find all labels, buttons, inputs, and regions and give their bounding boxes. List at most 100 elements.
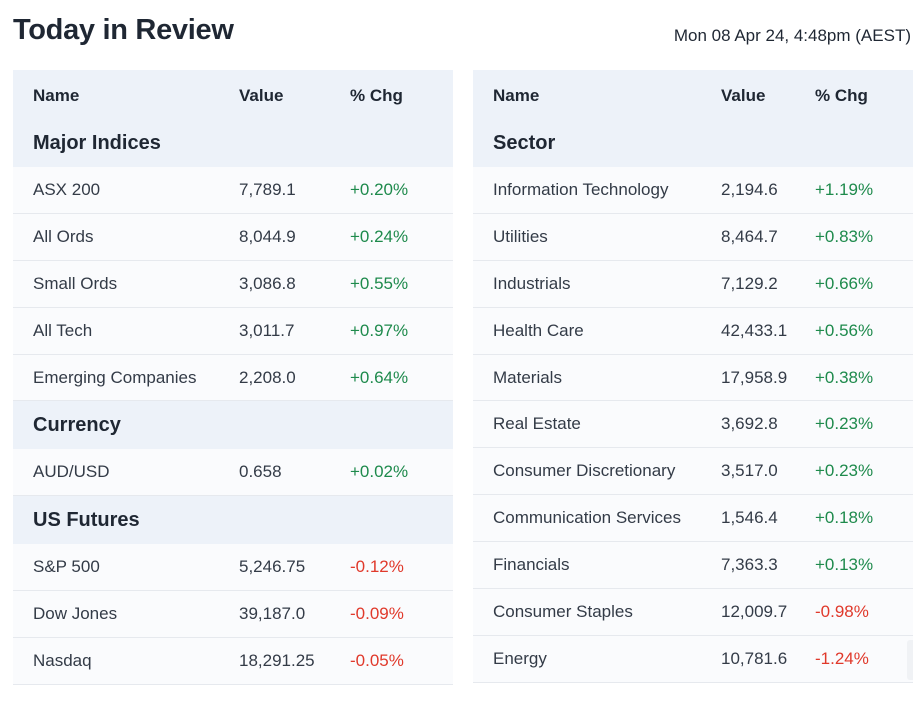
column-header-name[interactable]: Name (493, 85, 540, 105)
row-change: +0.56% (815, 320, 874, 340)
row-name[interactable]: Financials (493, 555, 570, 575)
row-name[interactable]: Nasdaq (33, 651, 92, 671)
row-value: 8,044.9 (239, 226, 296, 246)
scrollbar[interactable] (907, 640, 913, 680)
row-change: +0.23% (815, 461, 874, 481)
row-value: 0.658 (239, 462, 282, 482)
row-value: 3,692.8 (721, 414, 778, 434)
section-major-indices: Major Indices (13, 119, 453, 167)
column-header-value[interactable]: Value (721, 85, 766, 105)
row-value: 2,194.6 (721, 179, 778, 199)
row-change: -0.98% (815, 601, 869, 621)
row-value: 5,246.75 (239, 557, 306, 577)
row-change: +0.64% (350, 367, 409, 387)
row-change: -0.05% (350, 651, 404, 671)
row-name[interactable]: Consumer Discretionary (493, 461, 676, 481)
table-row[interactable]: Dow Jones 39,187.0 -0.09% (13, 591, 453, 639)
row-value: 17,958.9 (721, 367, 788, 387)
row-name[interactable]: Energy (493, 648, 547, 668)
row-change: +0.02% (350, 462, 409, 482)
section-us-futures: US Futures (13, 496, 453, 545)
row-name[interactable]: Dow Jones (33, 604, 118, 624)
section-title: Sector (493, 131, 556, 154)
row-name[interactable]: Small Ords (33, 273, 118, 293)
table-row[interactable]: Consumer Discretionary 3,517.0 +0.23% (473, 448, 913, 496)
section-title: US Futures (33, 508, 140, 531)
market-table-left: Name Value % Chg Major Indices ASX 200 7… (13, 70, 453, 686)
table-row[interactable]: Utilities 8,464.7 +0.83% (473, 213, 913, 261)
table-row[interactable]: Real Estate 3,692.8 +0.23% (473, 401, 913, 449)
table-row[interactable]: Emerging Companies 2,208.0 +0.64% (13, 354, 453, 402)
row-value: 3,011.7 (239, 320, 295, 340)
row-value: 8,464.7 (721, 226, 778, 246)
row-value: 42,433.1 (721, 320, 788, 340)
row-change: +0.83% (815, 226, 874, 246)
page-title: Today in Review (13, 14, 234, 46)
row-change: -1.24% (815, 648, 869, 668)
row-change: +1.19% (815, 179, 874, 199)
row-value: 10,781.6 (721, 648, 788, 668)
column-header-value[interactable]: Value (239, 85, 284, 105)
table-row[interactable]: All Ords 8,044.9 +0.24% (13, 213, 453, 261)
table-row[interactable]: Energy 10,781.6 -1.24% (473, 635, 913, 683)
row-change: +0.23% (815, 414, 874, 434)
table-row[interactable]: Information Technology 2,194.6 +1.19% (473, 167, 913, 214)
row-name[interactable]: Real Estate (493, 414, 581, 434)
row-change: -0.12% (350, 557, 404, 577)
row-value: 7,129.2 (721, 273, 778, 293)
row-name[interactable]: Communication Services (493, 508, 682, 528)
row-change: +0.66% (815, 273, 874, 293)
table-row[interactable]: All Tech 3,011.7 +0.97% (13, 307, 453, 355)
table-row[interactable]: AUD/USD 0.658 +0.02% (13, 449, 453, 497)
row-change: +0.97% (350, 320, 409, 340)
row-name[interactable]: Emerging Companies (33, 367, 197, 387)
row-change: +0.13% (815, 555, 874, 575)
row-change: +0.38% (815, 367, 874, 387)
column-header-chg[interactable]: % Chg (815, 85, 868, 105)
row-name[interactable]: All Ords (33, 226, 94, 246)
row-change: +0.20% (350, 179, 409, 199)
row-name[interactable]: Health Care (493, 320, 584, 340)
row-change: +0.55% (350, 273, 409, 293)
row-name[interactable]: Consumer Staples (493, 601, 633, 621)
row-name[interactable]: Utilities (493, 226, 548, 246)
section-title: Major Indices (33, 131, 161, 154)
table-row[interactable]: Small Ords 3,086.8 +0.55% (13, 260, 453, 308)
table-header: Name Value % Chg (473, 70, 913, 119)
row-value: 2,208.0 (239, 367, 296, 387)
row-name[interactable]: ASX 200 (33, 179, 101, 199)
table-row[interactable]: Materials 17,958.9 +0.38% (473, 354, 913, 402)
row-change: -0.09% (350, 604, 404, 624)
row-name[interactable]: Materials (493, 367, 562, 387)
row-value: 7,363.3 (721, 555, 778, 575)
column-header-name[interactable]: Name (33, 85, 80, 105)
market-table-right: Name Value % Chg Sector Information Tech… (473, 70, 913, 683)
section-title: Currency (33, 413, 121, 436)
row-change: +0.24% (350, 226, 409, 246)
table-row[interactable]: Consumer Staples 12,009.7 -0.98% (473, 589, 913, 636)
section-currency: Currency (13, 401, 453, 450)
row-value: 18,291.25 (239, 651, 315, 671)
table-row[interactable]: Communication Services 1,546.4 +0.18% (473, 495, 913, 543)
section-sector: Sector (473, 119, 913, 167)
row-value: 7,789.1 (239, 179, 296, 199)
row-value: 12,009.7 (721, 601, 788, 621)
table-row[interactable]: S&P 500 5,246.75 -0.12% (13, 544, 453, 592)
table-row[interactable]: ASX 200 7,789.1 +0.20% (13, 167, 453, 214)
row-name[interactable]: Industrials (493, 273, 571, 293)
row-value: 3,517.0 (721, 461, 778, 481)
table-row[interactable]: Industrials 7,129.2 +0.66% (473, 260, 913, 308)
table-row[interactable]: Health Care 42,433.1 +0.56% (473, 307, 913, 355)
column-header-chg[interactable]: % Chg (350, 85, 403, 105)
table-row[interactable]: Nasdaq 18,291.25 -0.05% (13, 638, 453, 686)
row-value: 39,187.0 (239, 604, 306, 624)
table-row[interactable]: Financials 7,363.3 +0.13% (473, 542, 913, 590)
row-name[interactable]: S&P 500 (33, 557, 100, 577)
row-name[interactable]: All Tech (33, 320, 93, 340)
timestamp: Mon 08 Apr 24, 4:48pm (AEST) (673, 26, 911, 45)
row-change: +0.18% (815, 508, 874, 528)
row-name[interactable]: Information Technology (493, 179, 669, 199)
row-name[interactable]: AUD/USD (33, 462, 110, 482)
table-header: Name Value % Chg (13, 70, 453, 119)
